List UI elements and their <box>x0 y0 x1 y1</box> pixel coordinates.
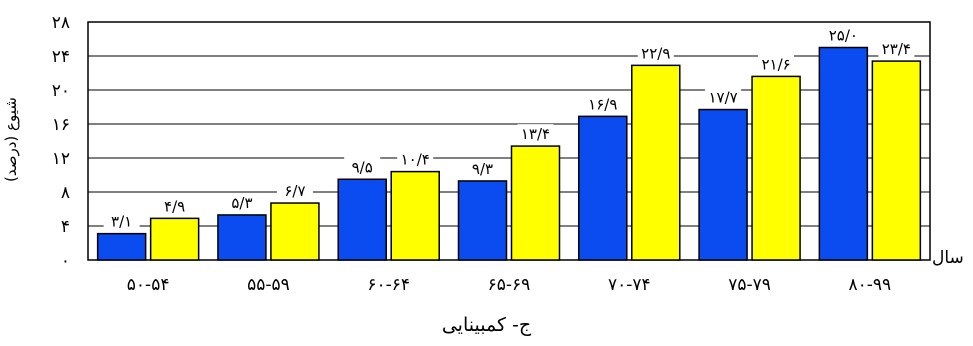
x-tick-label: ۶۵-۶۹ <box>488 275 531 295</box>
bar-blue <box>217 214 267 261</box>
y-tick-label: ۰ <box>61 251 70 271</box>
y-axis-title: شیوع (درصد) <box>2 97 20 183</box>
y-tick-label: ۱۲ <box>52 149 70 169</box>
y-tick-label: ۲۰ <box>52 81 70 101</box>
data-label-bg <box>878 39 915 59</box>
plot-frame <box>87 21 931 261</box>
bar-yellow <box>270 202 320 261</box>
bar-yellow <box>390 170 440 261</box>
bar-blue <box>96 232 147 261</box>
data-label-bg <box>758 54 795 74</box>
x-tick-label: ۵۵-۵۹ <box>247 275 290 295</box>
bar-yellow <box>149 217 200 261</box>
data-label: ۱۳/۴ <box>521 125 550 143</box>
y-tick-label: ۸ <box>61 183 70 203</box>
data-label: ۲۵/۰ <box>829 27 858 45</box>
data-label: ۹/۵ <box>352 158 373 176</box>
data-label-bg <box>825 25 862 45</box>
x-tick-label: ۶۰-۶۴ <box>367 275 410 295</box>
data-label: ۹/۳ <box>472 160 493 178</box>
bar-blue <box>578 115 628 261</box>
data-label: ۱۰/۴ <box>401 151 430 169</box>
y-tick-label: ۱۶ <box>52 115 70 135</box>
x-tick-label: ۷۵-۷۹ <box>728 275 771 295</box>
y-tick-label: ۲۴ <box>52 47 70 67</box>
bar-yellow <box>510 145 561 261</box>
data-label-bg <box>223 192 260 212</box>
x-axis-title: سال <box>932 248 964 268</box>
y-tick-label: ۲۸ <box>52 13 70 33</box>
data-label: ۴/۹ <box>164 197 185 215</box>
data-label: ۱۷/۷ <box>708 89 737 107</box>
data-label: ۲۱/۶ <box>761 55 790 73</box>
bar-blue <box>698 108 748 261</box>
bar-yellow <box>751 75 801 261</box>
bar-blue <box>337 178 387 261</box>
data-label-bg <box>584 94 621 114</box>
data-label: ۵/۳ <box>231 194 252 212</box>
x-tick-label: ۸۰-۹۹ <box>849 275 892 295</box>
x-tick-label: ۵۰-۵۴ <box>127 275 170 295</box>
bar-yellow <box>871 60 922 261</box>
data-label-bg <box>464 158 501 178</box>
data-label-bg <box>344 157 381 177</box>
bar-yellow <box>631 64 681 261</box>
bar-blue <box>818 46 869 261</box>
data-label-bg <box>397 149 434 169</box>
data-label-bg <box>517 124 554 144</box>
data-label: ۶/۷ <box>284 182 305 200</box>
x-tick-label: ۷۰-۷۴ <box>608 275 651 295</box>
data-label: ۳/۱ <box>111 213 132 231</box>
data-label: ۱۶/۹ <box>588 95 617 113</box>
data-label-bg <box>705 87 742 107</box>
chart-caption: ج- کمبینایی <box>441 314 532 336</box>
data-label-bg <box>637 43 674 63</box>
data-label: ۲۳/۴ <box>882 40 911 58</box>
data-label-bg <box>276 181 313 201</box>
data-label-bg <box>103 211 140 231</box>
data-label: ۲۲/۹ <box>641 44 670 62</box>
bar-blue <box>457 180 508 261</box>
data-label-bg <box>156 196 193 216</box>
y-tick-label: ۴ <box>61 217 70 237</box>
